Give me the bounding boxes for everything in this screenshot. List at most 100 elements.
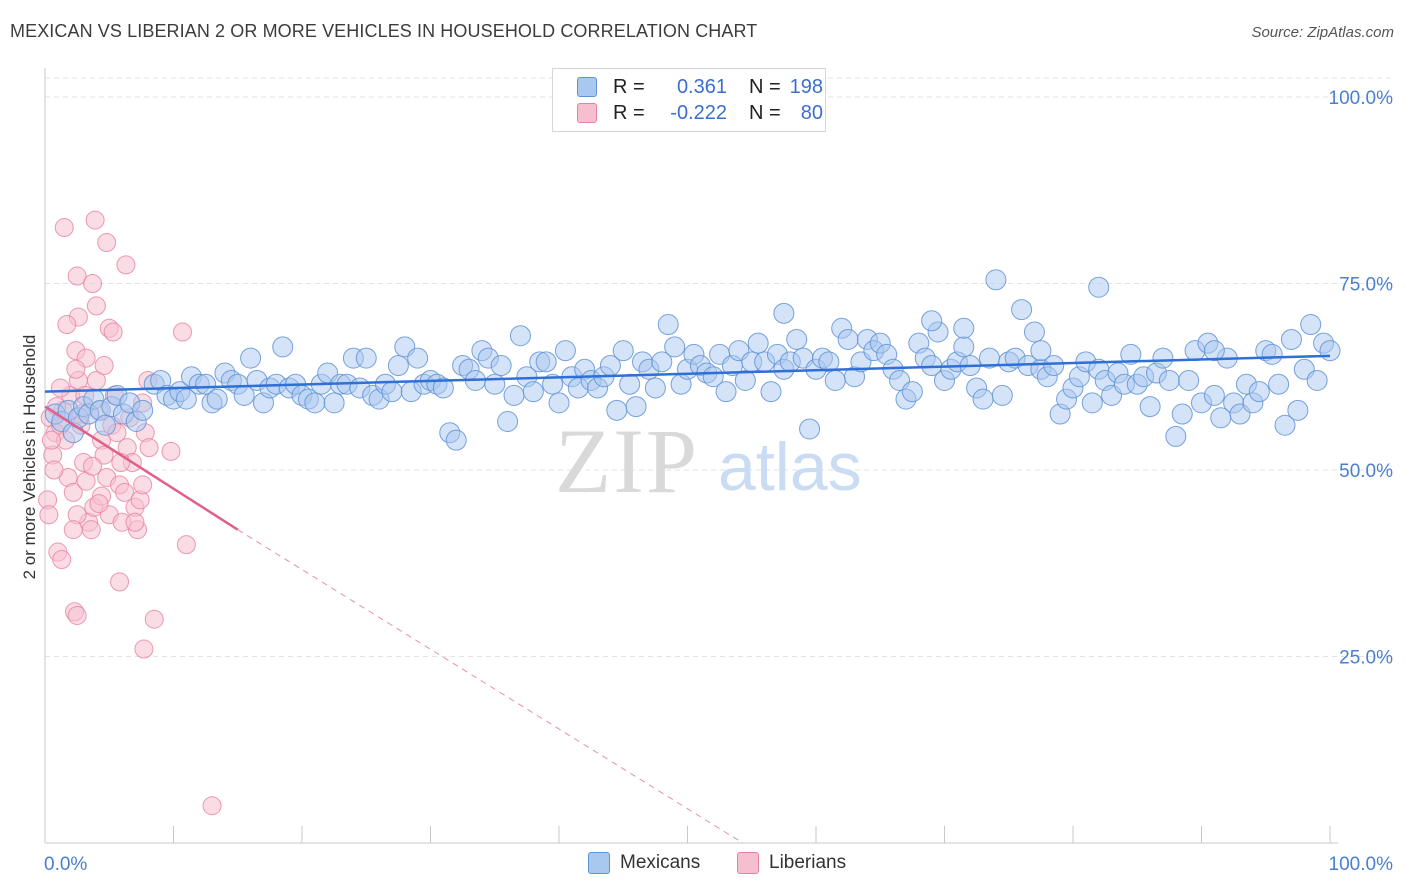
bottom-legend-liberians: Liberians bbox=[737, 852, 846, 874]
liberians-trend-extension bbox=[237, 529, 744, 844]
liberian-point bbox=[83, 456, 103, 476]
liberian-point bbox=[66, 359, 86, 379]
mexican-point bbox=[490, 355, 512, 377]
bottom-legend-swatch-blue bbox=[588, 852, 610, 874]
liberian-point bbox=[86, 296, 106, 316]
mexican-point bbox=[387, 355, 409, 377]
mexican-point bbox=[1171, 403, 1193, 425]
mexican-point bbox=[1043, 355, 1065, 377]
mexican-point bbox=[747, 332, 769, 354]
mexican-point bbox=[664, 336, 686, 358]
mexican-point bbox=[445, 429, 467, 451]
mexican-point bbox=[734, 369, 756, 391]
mexican-point bbox=[625, 396, 647, 418]
mexican-point bbox=[1120, 343, 1142, 365]
source-label: Source: ZipAtlas.com bbox=[1251, 24, 1394, 41]
mexican-point bbox=[1306, 369, 1328, 391]
liberian-point bbox=[144, 609, 164, 629]
bottom-legend-label: Liberians bbox=[769, 852, 847, 873]
mexican-point bbox=[432, 377, 454, 399]
liberians-trend-line bbox=[44, 405, 239, 531]
mexican-point bbox=[786, 328, 808, 350]
tick-labels: 100.0% 75.0% 50.0% 25.0% 0.0% 100.0% bbox=[44, 88, 1393, 875]
mexican-point bbox=[1158, 369, 1180, 391]
legend-r-label: R = bbox=[613, 75, 645, 98]
watermark-zip: ZIP bbox=[555, 410, 699, 512]
mexican-point bbox=[985, 269, 1007, 291]
mexican-point bbox=[304, 392, 326, 414]
mexican-point bbox=[1248, 381, 1270, 403]
liberian-point bbox=[52, 550, 72, 570]
mexican-point bbox=[195, 373, 217, 395]
liberian-point bbox=[85, 210, 105, 230]
liberian-point bbox=[103, 322, 123, 342]
legend-n-value: 80 bbox=[800, 101, 823, 124]
mexican-point bbox=[651, 351, 673, 373]
mexican-point bbox=[542, 373, 564, 395]
liberian-point bbox=[67, 605, 87, 625]
bottom-legend-mexicans: Mexicans bbox=[588, 852, 700, 874]
mexican-point bbox=[272, 336, 294, 358]
legend-swatch-blue bbox=[577, 77, 597, 97]
mexican-point bbox=[1319, 340, 1341, 362]
mexican-point bbox=[953, 336, 975, 358]
trend-lines bbox=[44, 354, 1331, 844]
mexican-point bbox=[175, 388, 197, 410]
mexican-point bbox=[1300, 314, 1322, 336]
mexican-point bbox=[1165, 425, 1187, 447]
legend-swatch-pink bbox=[577, 103, 597, 123]
mexican-point bbox=[837, 328, 859, 350]
mexican-point bbox=[1030, 340, 1052, 362]
liberian-point bbox=[63, 482, 83, 502]
mexican-point bbox=[1088, 276, 1110, 298]
mexican-point bbox=[548, 392, 570, 414]
mexican-point bbox=[1011, 299, 1033, 321]
mexican-point bbox=[606, 399, 628, 421]
mexican-point bbox=[760, 381, 782, 403]
liberian-point bbox=[67, 266, 87, 286]
mexican-point bbox=[612, 340, 634, 362]
chart-title: MEXICAN VS LIBERIAN 2 OR MORE VEHICLES I… bbox=[10, 21, 758, 41]
mexican-point bbox=[1280, 328, 1302, 350]
mexican-point bbox=[535, 351, 557, 373]
liberian-point bbox=[202, 796, 222, 816]
mexican-point bbox=[1274, 414, 1296, 436]
liberian-point bbox=[139, 438, 159, 458]
legend-n-label: N = bbox=[749, 101, 781, 124]
mexican-point bbox=[1203, 340, 1225, 362]
mexican-point bbox=[921, 310, 943, 332]
liberian-point bbox=[115, 482, 135, 502]
liberian-point bbox=[44, 460, 64, 480]
legend-r-label: R = bbox=[613, 101, 645, 124]
mexican-point bbox=[799, 418, 821, 440]
x-tick-label: 100.0% bbox=[1329, 854, 1394, 875]
mexican-point bbox=[619, 373, 641, 395]
liberian-point bbox=[94, 356, 114, 376]
mexican-point bbox=[1261, 343, 1283, 365]
liberian-point bbox=[81, 520, 101, 540]
liberian-point bbox=[83, 274, 103, 293]
mexican-point bbox=[818, 351, 840, 373]
liberian-point bbox=[63, 520, 83, 540]
mexican-point bbox=[953, 317, 975, 339]
mexican-point bbox=[381, 381, 403, 403]
bottom-legend-label: Mexicans bbox=[620, 852, 701, 873]
mexican-point bbox=[355, 347, 377, 369]
legend-r-value: -0.222 bbox=[670, 101, 727, 124]
y-tick-label: 100.0% bbox=[1329, 88, 1394, 109]
x-tick-label: 0.0% bbox=[44, 854, 87, 875]
mexican-point bbox=[1268, 373, 1290, 395]
liberian-point bbox=[57, 315, 77, 335]
mexican-point bbox=[901, 381, 923, 403]
y-axis-title: 2 or more Vehicles in Household bbox=[20, 334, 39, 580]
mexican-point bbox=[1023, 321, 1045, 343]
legend-row-mexicans: R = 0.361 N = 198 bbox=[577, 74, 823, 100]
mexican-point bbox=[407, 347, 429, 369]
mexican-point bbox=[323, 392, 345, 414]
legend-r-value: 0.361 bbox=[676, 75, 727, 98]
watermark-atlas: atlas bbox=[718, 429, 862, 505]
mexican-point bbox=[1203, 384, 1225, 406]
mexican-point bbox=[644, 377, 666, 399]
y-tick-label: 25.0% bbox=[1339, 648, 1393, 669]
